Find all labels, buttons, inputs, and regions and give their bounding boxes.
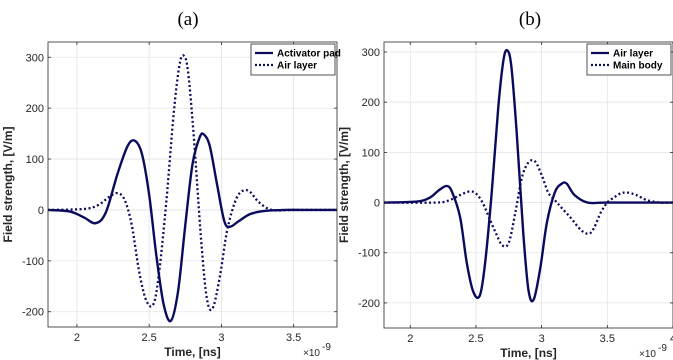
y-tick-label: -100 [358,248,380,260]
y-tick-label: 200 [362,97,380,109]
plot-area [48,42,337,327]
x-tick-label: 3.5 [600,333,615,345]
y-tick-label: 200 [26,103,44,115]
x-exponent-power: -9 [322,342,331,353]
x-tick-label: 2.5 [142,332,157,344]
series-line-air-layer [384,48,673,303]
legend-label: Air layer [613,49,653,60]
x-tick-label: 3 [218,332,224,344]
x-tick-label: 2 [407,333,413,345]
x-axis-label: Time, [ns] [164,345,220,359]
panel-label: (b) [519,9,541,30]
y-axis-label: Field strength, [V/m] [337,127,351,243]
legend-label: Main body [613,61,663,72]
y-tick-label: 100 [362,147,380,159]
legend-label: Air layer [277,61,317,72]
x-axis-label: Time, [ns] [500,346,556,360]
series-line-air-layer [48,54,337,312]
y-tick-label: 100 [26,154,44,166]
x-exponent-base: ×10 [639,349,656,360]
y-tick-label: -100 [22,256,44,268]
legend-box [250,43,336,76]
axes-box [47,41,338,328]
y-tick-label: -200 [358,298,380,310]
y-tick-label: -200 [22,307,44,319]
legend-label: Activator pad [277,49,341,60]
axes-box [383,41,673,329]
x-tick-label: 2 [74,332,80,344]
plot-area [384,42,673,328]
x-exponent-base: ×10 [303,348,320,359]
legend-box [586,43,672,76]
x-tick-label: 4 [670,333,673,345]
x-tick-label: 3 [539,333,545,345]
panel-label: (a) [177,9,198,30]
chart-panel-b: (b) 2 2.5 3 3.5 4 -200 -100 0 100 200 300 Time, [ns]… [337,9,673,360]
chart-panel-a: (a) 2 2.5 3 3.5 -200 -100 0 100 200 300 Time, [ns] F… [1,9,341,359]
y-tick-label: 0 [374,198,380,210]
x-exponent-power: -9 [658,343,667,354]
y-axis-label: Field strength, [V/m] [1,126,15,242]
series-line-main-body [384,158,673,248]
x-tick-label: 3.5 [286,332,301,344]
x-tick-label: 2.5 [468,333,483,345]
y-tick-label: 300 [362,47,380,59]
y-tick-label: 300 [26,52,44,64]
series-line-activator-pad [48,132,337,323]
y-tick-label: 0 [38,205,44,217]
